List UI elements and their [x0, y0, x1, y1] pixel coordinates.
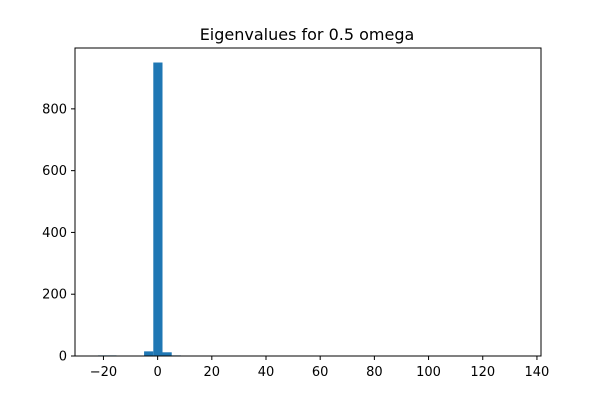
- axes: −20 0 20 40 60 80 100 120 140 0 200 400 600 800: [42, 47, 550, 380]
- x-tick-label: 120: [470, 365, 495, 380]
- x-tick-label: 60: [312, 365, 329, 380]
- y-tick-label: 200: [42, 288, 67, 303]
- x-tick-label: 80: [366, 365, 383, 380]
- histogram-bar-4: [153, 62, 163, 356]
- chart-title: Eigenvalues for 0.5 omega: [200, 25, 415, 44]
- y-tick-label: 800: [42, 102, 67, 117]
- x-tick-label: 40: [258, 365, 275, 380]
- x-tick-label: 20: [204, 365, 221, 380]
- plot-frame: [74, 47, 542, 357]
- y-tick-label: 0: [59, 350, 67, 365]
- y-tick-label: 400: [42, 226, 67, 241]
- x-tick-label: 140: [525, 365, 550, 380]
- histogram-bar-5: [162, 352, 172, 356]
- histogram-bar-3: [144, 351, 154, 356]
- x-tick-label: 0: [153, 365, 161, 380]
- x-tick-label: −20: [90, 365, 117, 380]
- plot-area: [98, 62, 523, 356]
- x-tick-label: 100: [416, 365, 441, 380]
- y-tick-label: 600: [42, 164, 67, 179]
